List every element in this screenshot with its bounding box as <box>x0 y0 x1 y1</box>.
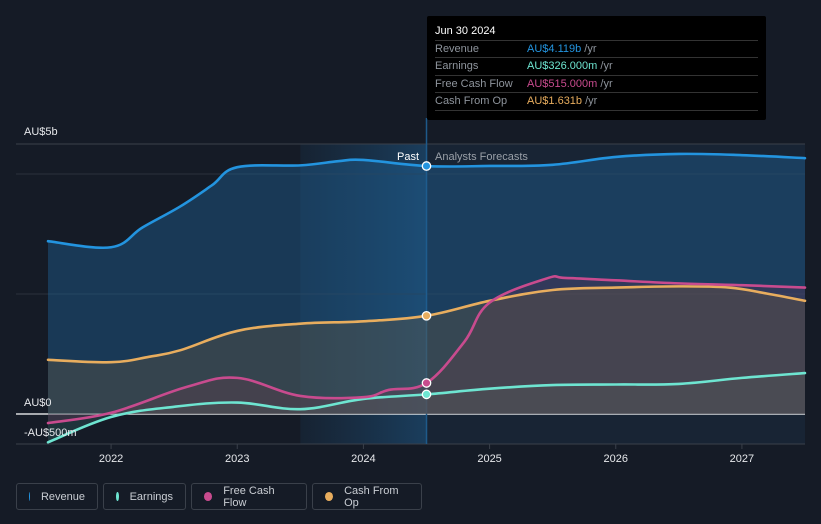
tooltip-date: Jun 30 2024 <box>435 25 496 37</box>
x-tick-label: 2026 <box>604 453 628 465</box>
revenue-point <box>421 161 432 171</box>
tooltip-value: AU$4.119b /yr <box>527 43 597 55</box>
legend-item-revenue[interactable]: Revenue <box>16 483 98 510</box>
tooltip-label: Cash From Op <box>435 95 508 107</box>
legend-item-earnings[interactable]: Earnings <box>103 483 186 510</box>
earnings-line <box>46 371 807 444</box>
legend-label: Cash From Op <box>344 484 399 509</box>
legend-dot-icon <box>29 492 30 501</box>
tooltip-value: AU$326.000m /yr <box>527 60 613 72</box>
tooltip-row-cash-from-op: Cash From Op AU$1.631b /yr <box>435 92 758 111</box>
x-tick-label: 2022 <box>99 453 123 465</box>
x-tick-label: 2024 <box>351 453 375 465</box>
x-tick-label: 2023 <box>225 453 249 465</box>
legend: Revenue Earnings Free Cash Flow Cash Fro… <box>16 483 422 510</box>
legend-dot-icon <box>325 492 334 501</box>
forecast-label: Analysts Forecasts <box>435 151 528 163</box>
legend-dot-icon <box>116 492 119 501</box>
tooltip-label: Earnings <box>435 60 479 72</box>
y-tick-label-min: -AU$500m <box>24 427 77 439</box>
legend-label: Free Cash Flow <box>223 484 275 509</box>
tooltip-label: Free Cash Flow <box>435 78 513 90</box>
revenue-line <box>46 152 807 250</box>
legend-dot-icon <box>204 492 213 501</box>
legend-label: Revenue <box>40 490 85 503</box>
x-tick-label: 2025 <box>477 453 501 465</box>
earnings-point <box>421 389 432 400</box>
tooltip: Jun 30 2024 Revenue AU$4.119b /yr Earnin… <box>427 16 766 120</box>
revenue-area <box>48 153 805 414</box>
cash-from-op-area <box>48 286 805 414</box>
y-tick-label-max: AU$5b <box>24 126 58 138</box>
chart: AU$5b AU$0 -AU$500m Past Analysts Foreca… <box>16 118 807 465</box>
earnings-area <box>48 373 805 443</box>
free-cash-flow-point <box>421 378 432 388</box>
past-label: Past <box>397 151 419 163</box>
free-cash-flow-area <box>48 276 805 424</box>
legend-item-cash-from-op[interactable]: Cash From Op <box>312 483 422 510</box>
tooltip-value: AU$515.000m /yr <box>527 78 613 90</box>
cash-from-op-point <box>421 310 432 321</box>
tooltip-label: Revenue <box>435 43 480 55</box>
free-cash-flow-line <box>46 275 807 425</box>
x-tick-label: 2027 <box>730 453 754 465</box>
y-tick-label-zero: AU$0 <box>24 397 52 409</box>
tooltip-row-earnings: Earnings AU$326.000m /yr <box>435 57 758 75</box>
tooltip-row-free-cash-flow: Free Cash Flow AU$515.000m /yr <box>435 75 758 93</box>
legend-item-free-cash-flow[interactable]: Free Cash Flow <box>191 483 307 510</box>
tooltip-value: AU$1.631b /yr <box>527 95 598 107</box>
legend-label: Earnings <box>129 490 173 503</box>
tooltip-row-revenue: Revenue AU$4.119b /yr <box>435 40 758 58</box>
